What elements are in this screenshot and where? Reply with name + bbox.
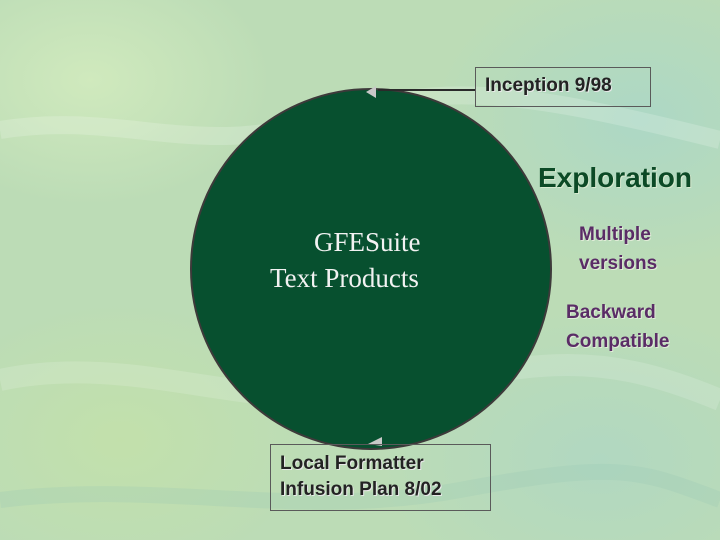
multiple-versions-label: Multiple versions <box>579 220 657 278</box>
local-line2: Infusion Plan 8/02 <box>280 479 442 500</box>
backward-line2: Compatible <box>566 331 670 352</box>
inception-label: Inception 9/98 <box>485 75 612 96</box>
local-formatter-box: Local Formatter Infusion Plan 8/02 <box>270 444 491 511</box>
multiple-line1: Multiple <box>579 224 651 245</box>
center-label-line1: GFESuite <box>314 227 421 257</box>
exploration-label: Exploration <box>538 162 693 193</box>
backward-compatible-label: Backward Compatible <box>566 298 669 356</box>
backward-line1: Backward <box>566 302 656 323</box>
cycle-circle <box>190 88 552 450</box>
local-line1: Local Formatter <box>280 453 424 474</box>
multiple-line2: versions <box>579 253 658 274</box>
center-label-line2: Text Products <box>270 263 419 293</box>
inception-box: Inception 9/98 <box>475 67 651 107</box>
local-arrow-icon <box>368 437 382 446</box>
center-label: GFESuite Text Products <box>270 224 480 296</box>
inception-arrow-icon <box>366 86 376 98</box>
